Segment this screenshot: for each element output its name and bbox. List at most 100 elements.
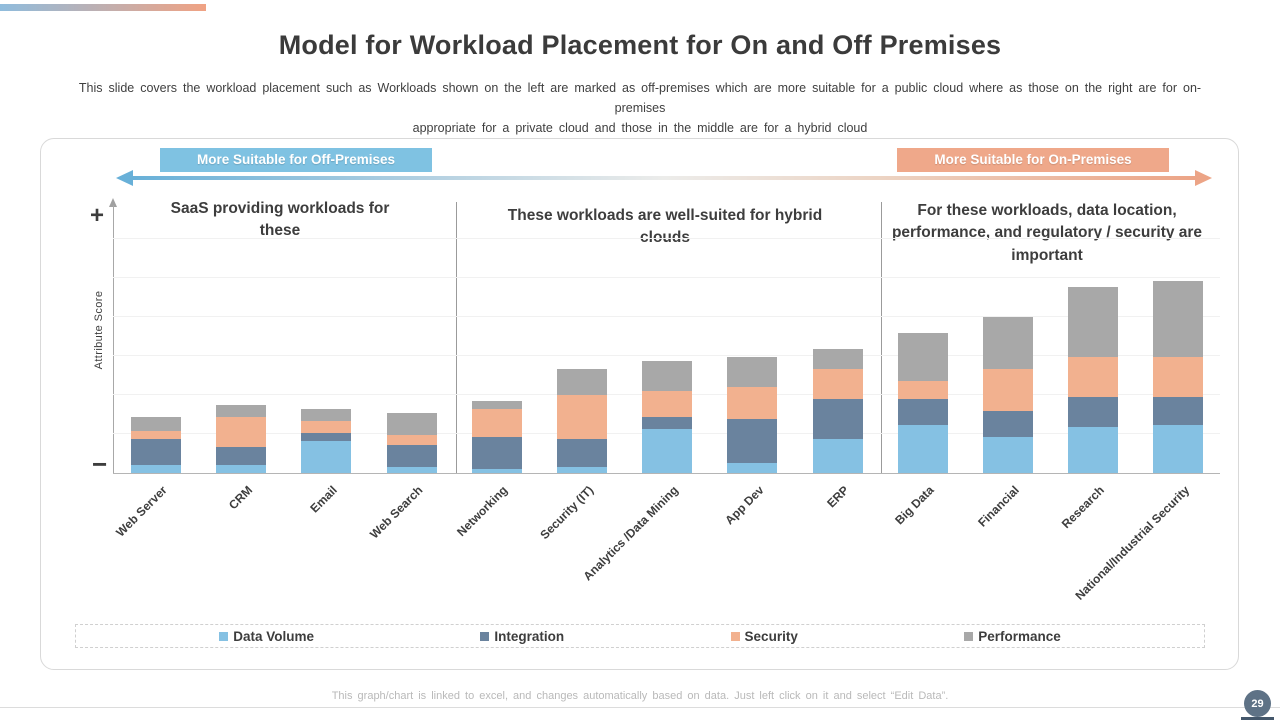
bar-segment-integration: [471, 437, 522, 469]
bar-segment-performance: [386, 413, 437, 435]
legend-item-data-volume: Data Volume: [219, 629, 314, 644]
off-premises-banner: More Suitable for Off-Premises: [160, 148, 432, 172]
bar-segment-data-volume: [1068, 427, 1119, 473]
y-axis-arrow-icon: [109, 198, 117, 207]
bar-segment-data-volume: [471, 469, 522, 473]
bar-segment-integration: [812, 399, 863, 439]
bar-segment-performance: [642, 361, 693, 391]
arrow-left-head-icon: [116, 170, 133, 186]
legend-swatch-performance: [964, 631, 974, 641]
bar-segment-security: [727, 387, 778, 419]
bar-segment-data-volume: [983, 437, 1033, 473]
bar-segment-data-volume: [727, 463, 778, 473]
bar-segment-integration: [1068, 397, 1119, 427]
y-axis-plus-label: +: [90, 202, 105, 229]
section-divider-1: [456, 202, 457, 473]
bar-segment-integration: [1153, 397, 1204, 425]
slide-title: Model for Workload Placement for On and …: [278, 30, 1002, 60]
chart-legend: Data Volume Integration Security Performanc…: [75, 624, 1205, 648]
bar-segment-data-volume: [812, 439, 863, 473]
gridline: [113, 277, 1220, 278]
bar-segment-security: [301, 421, 352, 433]
bar-security-it: [557, 369, 607, 473]
legend-label-integration: Integration: [494, 628, 565, 644]
bar-segment-integration: [131, 439, 181, 465]
bar-web-server: [131, 417, 181, 473]
bar-segment-performance: [557, 369, 607, 395]
bar-segment-integration: [386, 445, 437, 467]
bar-analytics-data-mining: [642, 361, 693, 473]
bar-segment-data-volume: [131, 465, 181, 473]
legend-item-security: Security: [730, 628, 798, 644]
bar-segment-integration: [983, 411, 1033, 437]
bar-segment-integration: [557, 439, 607, 467]
bar-segment-data-volume: [386, 467, 437, 473]
bar-national-industrial-security: [1153, 281, 1204, 473]
bar-networking: [471, 401, 522, 473]
bar-segment-security: [983, 369, 1033, 411]
bar-segment-data-volume: [216, 465, 267, 473]
excel-link-note: This graph/chart is linked to excel, and…: [331, 690, 949, 702]
stacked-bar-chart-plot[interactable]: [113, 200, 1220, 474]
arrow-right-head-icon: [1195, 170, 1212, 186]
bar-segment-data-volume: [897, 425, 948, 473]
footer-divider-line: [0, 707, 1280, 708]
bar-segment-integration: [216, 447, 267, 465]
y-axis-minus-label: −: [92, 449, 108, 479]
section-header-saas: SaaS providing workloads for these: [170, 200, 390, 240]
y-axis-title: Attribute Score: [93, 290, 105, 370]
bar-segment-performance: [727, 357, 778, 387]
gridline: [113, 355, 1220, 356]
bar-segment-data-volume: [301, 441, 352, 473]
bar-segment-performance: [897, 333, 948, 381]
legend-label-security: Security: [744, 628, 798, 644]
bar-segment-data-volume: [1153, 425, 1204, 473]
bar-app-dev: [727, 357, 778, 473]
bar-web-search: [386, 413, 437, 473]
bar-segment-data-volume: [642, 429, 693, 473]
bar-segment-security: [1153, 357, 1204, 397]
bar-segment-integration: [727, 419, 778, 463]
page-number-badge: 29: [1244, 690, 1271, 717]
bar-segment-security: [131, 431, 181, 439]
legend-item-integration: Integration: [480, 629, 564, 644]
subtitle-line-2: appropriate for a private cloud and thos…: [412, 121, 868, 135]
bar-segment-security: [471, 409, 522, 437]
bar-segment-security: [557, 395, 607, 439]
bar-crm: [216, 405, 267, 473]
bar-financial: [983, 317, 1033, 473]
gridline: [113, 316, 1220, 317]
bar-segment-security: [1068, 357, 1119, 397]
chart-panel: [40, 138, 1239, 670]
legend-label-data-volume: Data Volume: [233, 628, 314, 644]
bar-research: [1068, 287, 1119, 473]
page-badge-underline: [1241, 717, 1274, 720]
legend-swatch-data-volume: [219, 631, 229, 641]
bar-segment-performance: [216, 405, 267, 417]
bar-email: [301, 409, 352, 473]
section-header-hybrid: These workloads are well-suited for hybr…: [507, 207, 823, 247]
on-premises-banner: More Suitable for On-Premises: [897, 148, 1169, 172]
bar-segment-integration: [301, 433, 352, 441]
bar-segment-security: [642, 391, 693, 417]
section-header-onprem: For these workloads, data location, perf…: [891, 202, 1203, 264]
bar-segment-security: [216, 417, 267, 447]
bar-segment-performance: [1153, 281, 1204, 357]
bar-segment-performance: [983, 317, 1033, 369]
legend-swatch-integration: [480, 631, 490, 641]
bar-erp: [812, 349, 863, 473]
bar-segment-performance: [131, 417, 181, 431]
top-accent-bar: [0, 4, 206, 11]
bar-segment-security: [386, 435, 437, 445]
bar-segment-performance: [812, 349, 863, 369]
bar-segment-performance: [1068, 287, 1119, 357]
y-axis-line: [113, 205, 114, 473]
legend-item-performance: Performance: [964, 629, 1061, 644]
subtitle-line-1: This slide covers the workload placement…: [78, 81, 1202, 115]
legend-label-performance: Performance: [978, 628, 1061, 644]
bar-segment-performance: [471, 401, 522, 409]
bar-segment-integration: [897, 399, 948, 425]
section-divider-2: [881, 202, 882, 473]
bar-segment-data-volume: [557, 467, 607, 473]
